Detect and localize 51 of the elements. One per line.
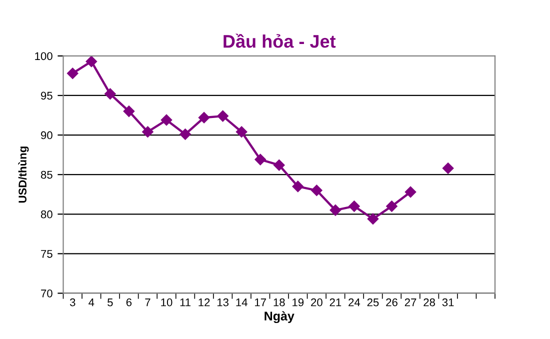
point — [86, 56, 98, 68]
point — [180, 128, 191, 140]
point — [123, 106, 135, 117]
x-tick-label: 13 — [217, 298, 228, 306]
x-tick-label: 7 — [145, 298, 150, 306]
point — [404, 186, 416, 198]
point — [104, 88, 116, 100]
y-tick-label: 75 — [41, 250, 52, 258]
x-tick-label: 4 — [88, 298, 94, 306]
x-tick-label: 19 — [292, 298, 304, 306]
x-tick-label: 26 — [386, 298, 398, 306]
point — [274, 159, 285, 171]
x-tick-label: 31 — [442, 298, 454, 306]
x-tick-label: 24 — [348, 298, 360, 306]
point — [292, 180, 304, 192]
x-tick-label: 12 — [198, 298, 210, 306]
y-tick-label: 80 — [40, 210, 52, 218]
point — [442, 162, 454, 174]
point — [236, 126, 248, 138]
x-tick-label: 6 — [126, 298, 132, 306]
x-tick-label: 21 — [330, 298, 342, 306]
y-tick-label: 70 — [41, 290, 52, 298]
x-tick-label: 17 — [255, 298, 266, 306]
point — [386, 200, 398, 212]
x-tick-label: 11 — [180, 298, 190, 306]
x-tick-label: 27 — [404, 298, 416, 306]
x-tick-label: 18 — [274, 298, 285, 306]
x-axis-title: Ngày — [264, 311, 294, 324]
x-tick-label: 20 — [311, 298, 322, 306]
x-tick-label: 10 — [161, 298, 172, 306]
point — [198, 112, 210, 124]
x-tick-label: 25 — [367, 298, 379, 306]
point — [367, 213, 379, 224]
x-tick-label: 5 — [108, 298, 113, 306]
x-tick-label: 3 — [70, 298, 76, 306]
point — [330, 204, 342, 216]
y-tick-label: 90 — [40, 131, 52, 140]
point — [217, 110, 228, 122]
point — [142, 126, 154, 138]
point — [67, 68, 78, 79]
point — [160, 114, 172, 126]
point — [311, 184, 322, 196]
x-tick-label: 14 — [236, 298, 248, 306]
chart-title: Dầu hỏa - Jet — [224, 34, 336, 48]
y-axis-title: USD/thùng — [18, 146, 29, 203]
y-tick-label: 95 — [40, 92, 52, 100]
x-tick-label: 28 — [424, 298, 435, 306]
y-tick-label: 85 — [40, 170, 52, 179]
point — [348, 200, 360, 212]
point — [254, 154, 266, 166]
y-tick-label: 100 — [35, 52, 52, 60]
